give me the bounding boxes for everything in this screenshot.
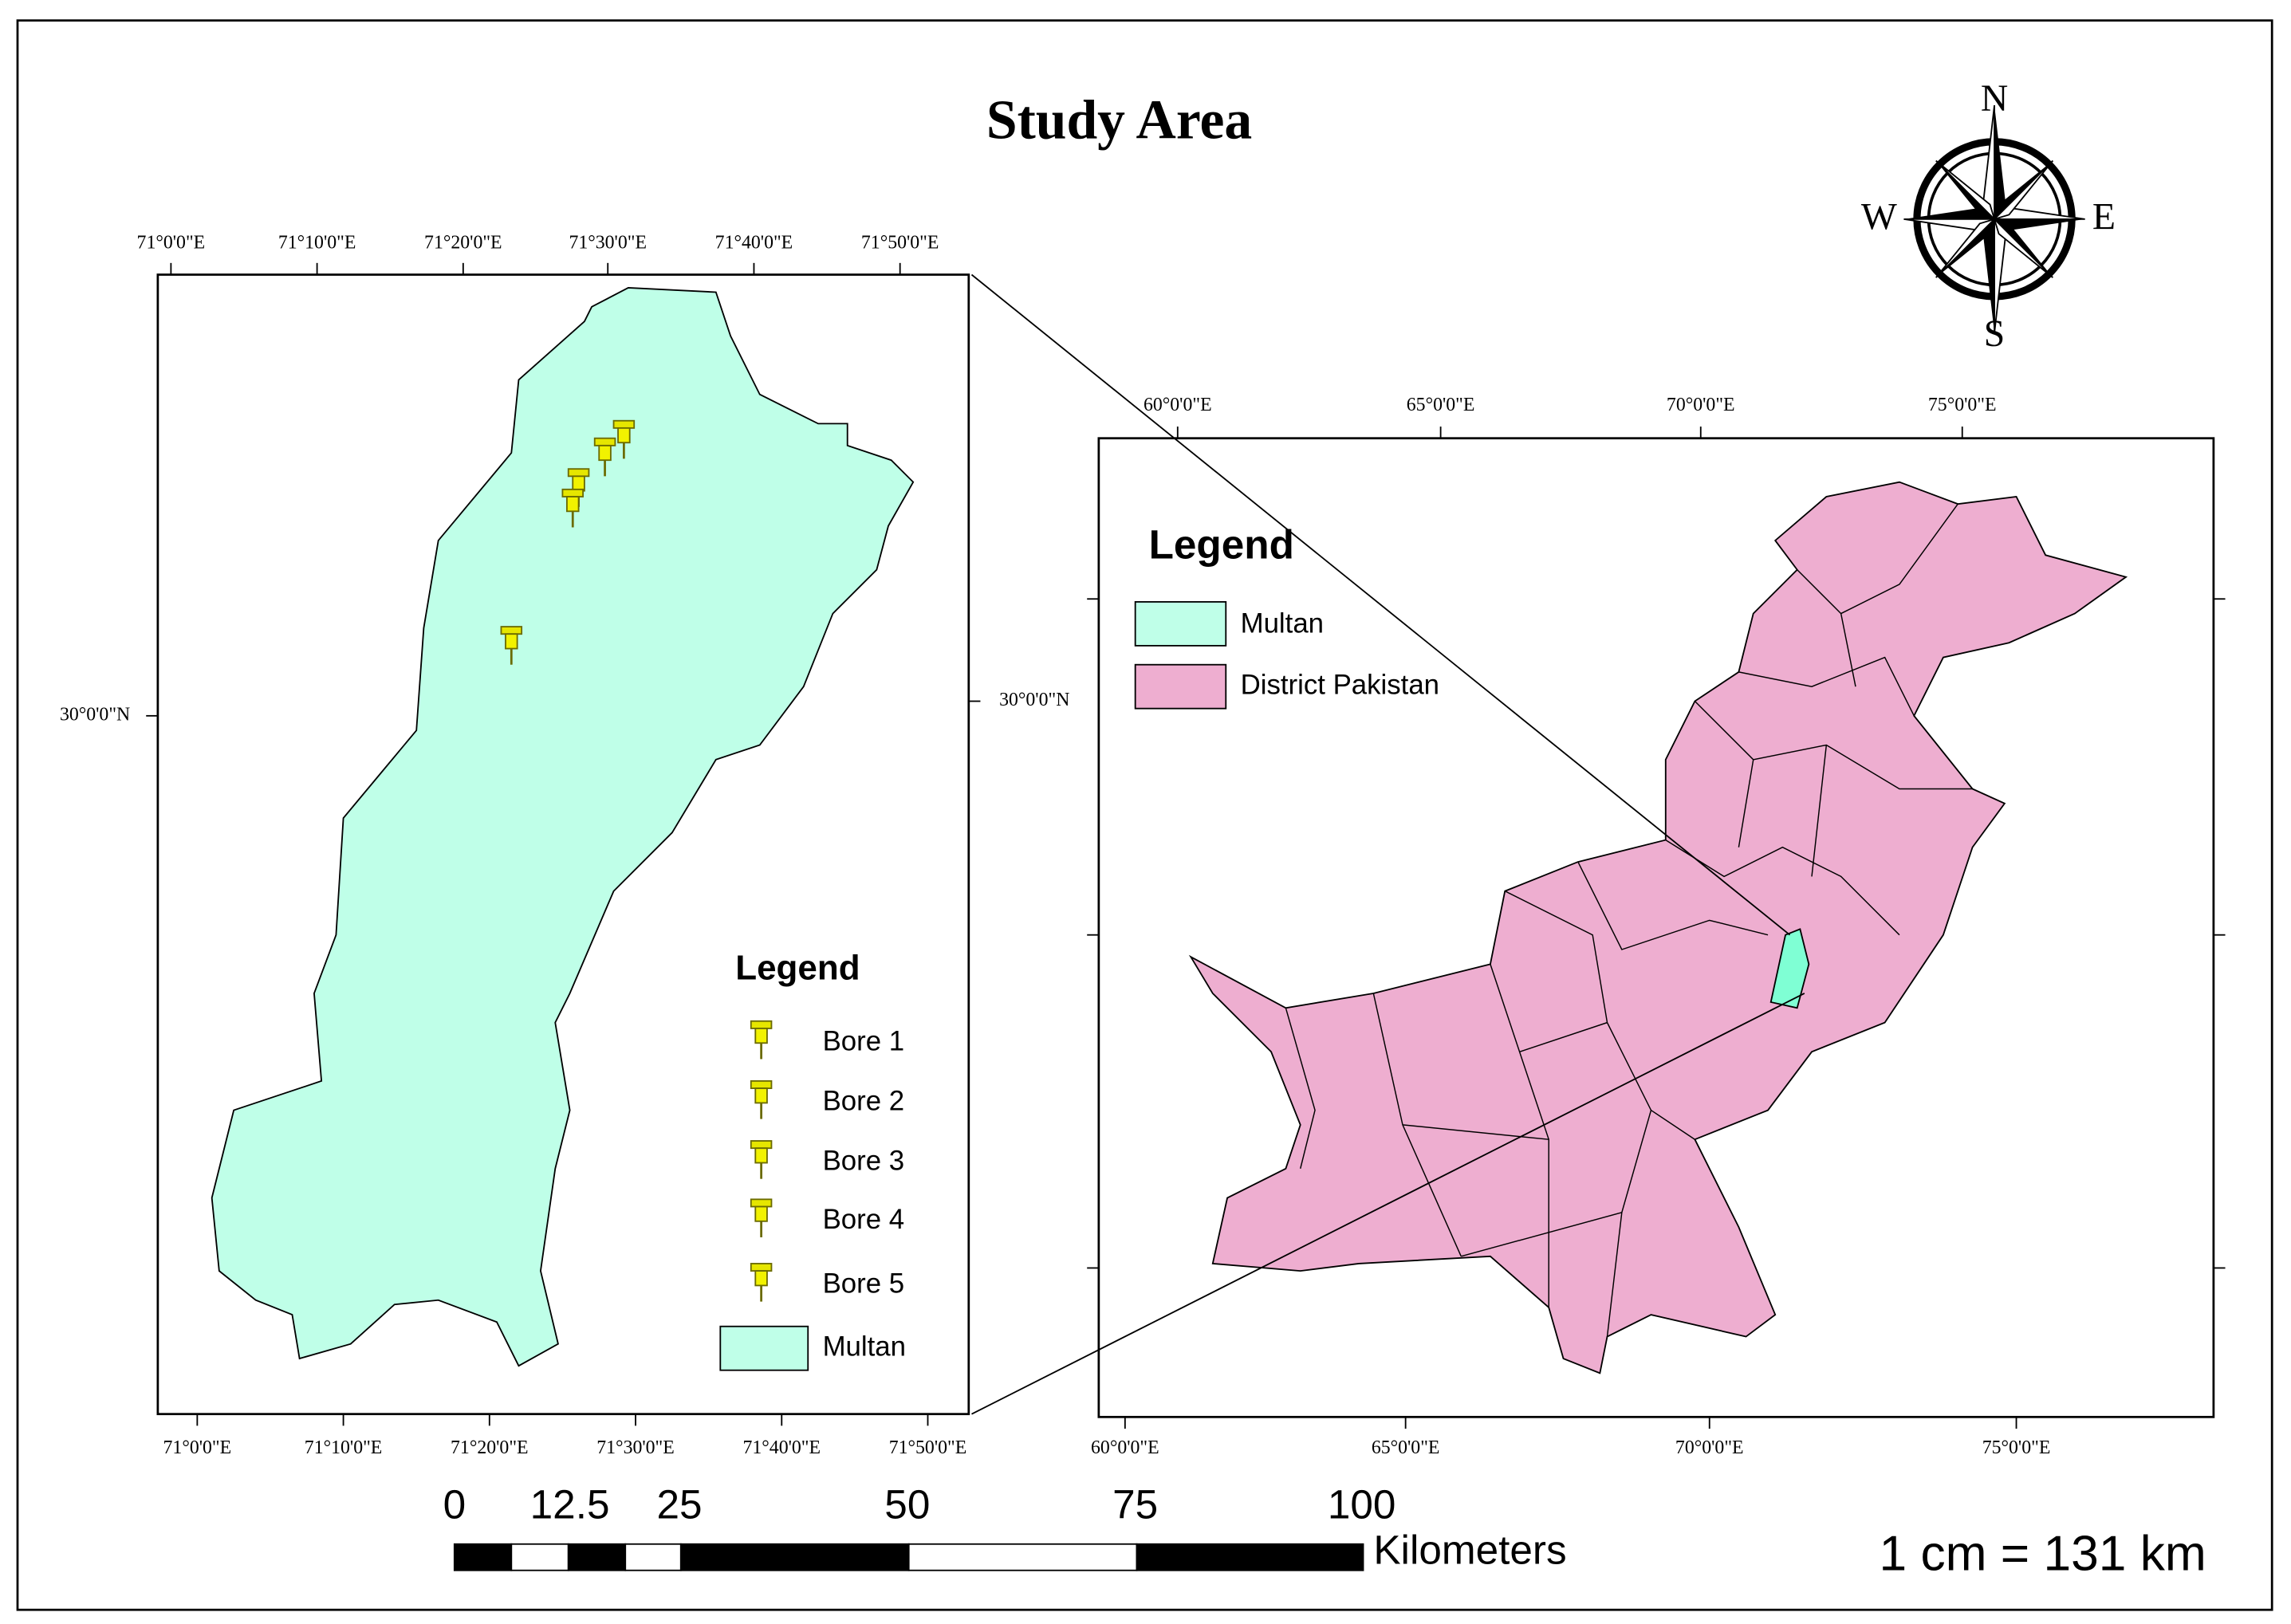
compass-w: W xyxy=(1861,197,1897,238)
lon-tick-label: 71°20'0"E xyxy=(451,1437,529,1458)
compass-e: E xyxy=(2092,197,2116,238)
lon-tick-label: 65°0'0"E xyxy=(1372,1437,1440,1458)
pin-head xyxy=(500,626,523,635)
lon-tick-label: 71°40'0"E xyxy=(742,1437,821,1458)
pin-body xyxy=(598,444,612,462)
pin-body xyxy=(617,427,631,444)
lon-tick-label: 71°30'0"E xyxy=(569,232,647,253)
lon-tick-label: 71°10'0"E xyxy=(305,1437,383,1458)
pin-body xyxy=(754,1205,768,1222)
scale-bar xyxy=(453,1543,1364,1571)
scale-label: 50 xyxy=(884,1481,930,1527)
lon-tick-label: 70°0'0"E xyxy=(1675,1437,1744,1458)
legend-label: Bore 2 xyxy=(823,1086,905,1117)
scale-label: 100 xyxy=(1328,1481,1396,1527)
legend-label: Bore 3 xyxy=(823,1146,905,1177)
pin-body xyxy=(754,1087,768,1104)
bore-pin xyxy=(750,1198,773,1237)
lon-tick-label: 71°50'0"E xyxy=(861,232,939,253)
pin-head xyxy=(750,1020,773,1029)
pin-head xyxy=(750,1198,773,1208)
scale-text: 1 cm = 131 km xyxy=(1880,1527,2206,1582)
lon-tick-label: 71°50'0"E xyxy=(889,1437,967,1458)
pin-head xyxy=(561,488,584,497)
lat-tick-label: 30°0'0"N xyxy=(999,690,1069,710)
lon-tick-label: 71°20'0"E xyxy=(424,232,502,253)
compass-n: N xyxy=(1981,78,2008,120)
title: Study Area xyxy=(986,90,1252,151)
scale-unit: Kilometers xyxy=(1373,1527,1566,1572)
pin-body xyxy=(566,496,580,513)
lon-tick-label: 65°0'0"E xyxy=(1407,395,1475,415)
scale-label: 12.5 xyxy=(530,1481,610,1527)
zoom-line xyxy=(971,993,1805,1415)
lon-tick-label: 60°0'0"E xyxy=(1091,1437,1159,1458)
lon-tick-label: 75°0'0"E xyxy=(1982,1437,2051,1458)
lat-tick-label: 30°0'0"N xyxy=(60,704,130,725)
legend-label: Multan xyxy=(823,1331,906,1362)
pin-head xyxy=(612,419,636,429)
bore-pin xyxy=(612,419,636,459)
pin-body xyxy=(754,1147,768,1164)
pin-body xyxy=(505,633,518,650)
district-borders xyxy=(1285,503,1973,1337)
lat-ticks xyxy=(1087,598,2226,1269)
legend-label: Bore 5 xyxy=(823,1268,905,1300)
multan-location xyxy=(1769,928,1810,1009)
bore-pin xyxy=(750,1079,773,1119)
legend-label: Bore 4 xyxy=(823,1204,905,1235)
lon-tick-label: 71°0'0"E xyxy=(163,1437,232,1458)
scale-label: 0 xyxy=(443,1481,466,1527)
scale-label: 25 xyxy=(656,1481,702,1527)
lon-tick-label: 71°10'0"E xyxy=(278,232,356,253)
north-arrow xyxy=(1903,104,2085,333)
multan-area xyxy=(211,287,915,1367)
legend-swatch xyxy=(1134,601,1227,647)
pin-head xyxy=(567,468,590,478)
lon-tick-label: 71°30'0"E xyxy=(596,1437,675,1458)
pin-head xyxy=(593,437,616,446)
lon-tick-label: 75°0'0"E xyxy=(1928,395,1997,415)
bore-pin xyxy=(561,488,584,528)
bore-pin xyxy=(750,1263,773,1302)
legend-swatch xyxy=(719,1325,809,1371)
zoom-line xyxy=(970,273,1791,936)
lon-tick-label: 71°40'0"E xyxy=(715,232,793,253)
lon-tick-label: 70°0'0"E xyxy=(1667,395,1735,415)
lon-tick-label: 71°0'0"E xyxy=(137,232,206,253)
bore-pin xyxy=(750,1140,773,1179)
legend-title: Legend xyxy=(735,948,860,987)
bore-pin xyxy=(750,1020,773,1060)
pin-head xyxy=(750,1079,773,1089)
lon-tick-label: 60°0'0"E xyxy=(1144,395,1212,415)
bore-pin xyxy=(593,437,616,477)
legend-label: Bore 1 xyxy=(823,1025,905,1056)
legend-title: Legend xyxy=(1149,522,1294,568)
pin-head xyxy=(750,1140,773,1150)
legend-swatch xyxy=(1134,663,1227,710)
bore-pin xyxy=(500,626,523,665)
scale-label: 75 xyxy=(1112,1481,1158,1527)
pin-body xyxy=(754,1270,768,1287)
legend-label: Multan xyxy=(1241,608,1324,639)
legend-label: District Pakistan xyxy=(1241,669,1439,700)
pin-head xyxy=(750,1263,773,1272)
compass-s: S xyxy=(1984,313,2006,355)
pin-body xyxy=(754,1028,768,1044)
